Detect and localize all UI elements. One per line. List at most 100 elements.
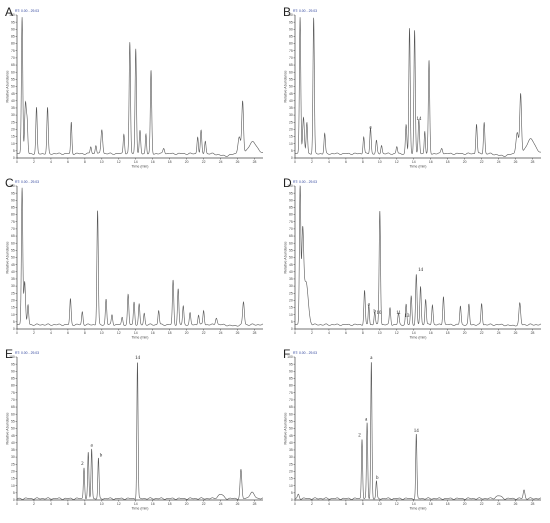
y-tick-label: 30 (11, 455, 15, 459)
y-tick-label: 0 (291, 156, 293, 160)
x-tick-label: 22 (202, 331, 206, 335)
y-tick-label: 0 (13, 327, 15, 331)
x-tick-label: 0 (294, 331, 296, 335)
peak-label: 2 (81, 462, 84, 467)
y-tick-label: 95 (11, 362, 15, 366)
y-tick-label: 40 (289, 441, 293, 445)
rt-range-label: RT: 0.00 - 29.03 (293, 9, 317, 13)
x-tick-label: 4 (50, 331, 52, 335)
chromatogram-panel-a: A RT: 0.00 - 29.03 0 5 10 15 20 25 30 35 40 45 50 55… (5, 5, 270, 173)
x-axis-label: Time (min) (409, 336, 426, 340)
x-tick-label: 2 (311, 502, 313, 506)
y-tick-label: 95 (289, 362, 293, 366)
y-tick-label: 40 (289, 99, 293, 103)
y-tick-label: 30 (289, 455, 293, 459)
y-tick-label: 60 (289, 70, 293, 74)
y-tick-label: 15 (289, 306, 293, 310)
y-tick-label: 70 (11, 398, 15, 402)
y-tick-label: 85 (11, 377, 15, 381)
x-axis-label: Time (min) (409, 165, 426, 169)
y-tick-label: 85 (289, 206, 293, 210)
x-tick-label: 26 (236, 502, 240, 506)
y-tick-label: 60 (11, 412, 15, 416)
y-tick-label: 55 (11, 77, 15, 81)
chromatogram-trace (16, 187, 264, 327)
x-tick-label: 20 (185, 331, 189, 335)
y-tick-label: 40 (289, 270, 293, 274)
x-tick-label: 10 (100, 160, 104, 164)
y-tick-label: 30 (289, 113, 293, 117)
y-tick-label: 30 (11, 113, 15, 117)
x-tick-label: 18 (168, 331, 172, 335)
x-tick-label: 28 (531, 502, 535, 506)
y-tick-label: 15 (289, 135, 293, 139)
y-tick-label: 70 (289, 227, 293, 231)
y-tick-label: 20 (289, 470, 293, 474)
x-tick-label: 16 (429, 331, 433, 335)
y-tick-label: 75 (11, 391, 15, 395)
x-tick-label: 4 (50, 160, 52, 164)
panel-letter: E (5, 347, 14, 361)
x-tick-label: 16 (151, 331, 155, 335)
rt-range-label: RT: 0.00 - 29.03 (15, 9, 39, 13)
x-tick-label: 0 (16, 502, 18, 506)
x-tick-label: 16 (151, 160, 155, 164)
y-tick-label: 65 (11, 405, 15, 409)
y-tick-label: 10 (289, 484, 293, 488)
x-tick-label: 24 (219, 502, 223, 506)
y-tick-label: 75 (289, 220, 293, 224)
x-tick-label: 22 (480, 160, 484, 164)
y-tick-label: 45 (289, 92, 293, 96)
x-tick-label: 10 (100, 331, 104, 335)
y-tick-label: 0 (291, 498, 293, 502)
peak-label: a (370, 356, 373, 361)
y-tick-label: 20 (11, 470, 15, 474)
x-tick-label: 0 (16, 160, 18, 164)
x-tick-label: 0 (294, 502, 296, 506)
y-tick-label: 90 (289, 27, 293, 31)
x-tick-label: 6 (345, 331, 347, 335)
y-tick-label: 100 (9, 13, 15, 17)
y-tick-label: 40 (11, 270, 15, 274)
peak-label: b (373, 309, 376, 314)
peak-label: 13 (404, 314, 410, 319)
x-tick-label: 20 (185, 160, 189, 164)
peak-label: 14 (135, 356, 141, 361)
x-tick-label: 24 (219, 331, 223, 335)
panel-letter: C (5, 176, 14, 190)
y-tick-label: 90 (289, 369, 293, 373)
x-tick-label: 22 (480, 502, 484, 506)
x-tick-label: 8 (84, 502, 86, 506)
x-tick-label: 26 (514, 331, 518, 335)
y-tick-label: 80 (289, 213, 293, 217)
chromatogram-trace (16, 17, 264, 157)
y-tick-label: 60 (289, 241, 293, 245)
x-tick-label: 12 (117, 160, 121, 164)
y-tick-label: 10 (289, 313, 293, 317)
y-tick-label: 80 (11, 213, 15, 217)
peak-label: a (91, 443, 94, 448)
y-tick-label: 55 (289, 419, 293, 423)
peak-label: a (369, 126, 372, 131)
x-tick-label: 12 (395, 160, 399, 164)
peak-label: b (376, 476, 379, 481)
y-axis-label: Relative Abundance (6, 71, 10, 103)
y-tick-label: 80 (11, 384, 15, 388)
y-tick-label: 35 (289, 277, 293, 281)
x-tick-label: 8 (84, 331, 86, 335)
chromatogram-trace (16, 362, 264, 500)
y-tick-label: 45 (289, 434, 293, 438)
y-tick-label: 55 (289, 248, 293, 252)
chromatogram-trace (294, 185, 542, 327)
x-tick-label: 22 (202, 502, 206, 506)
y-tick-label: 65 (289, 63, 293, 67)
x-tick-label: 2 (311, 160, 313, 164)
chromatogram-panel-e: E RT: 0.00 - 29.03 0 5 10 15 20 25 30 35 40 45 50 55… (5, 347, 270, 515)
x-tick-label: 8 (84, 160, 86, 164)
chromatogram-panel-f: F RT: 0.00 - 29.03 0 5 10 15 20 25 30 35 40 45 50 55… (283, 347, 548, 515)
y-tick-label: 15 (11, 477, 15, 481)
peak-label: 11 (396, 311, 401, 316)
x-tick-label: 18 (446, 160, 450, 164)
y-tick-label: 50 (289, 256, 293, 260)
chromatogram-svg: RT: 0.00 - 29.03051015202530354045505560… (284, 180, 542, 340)
